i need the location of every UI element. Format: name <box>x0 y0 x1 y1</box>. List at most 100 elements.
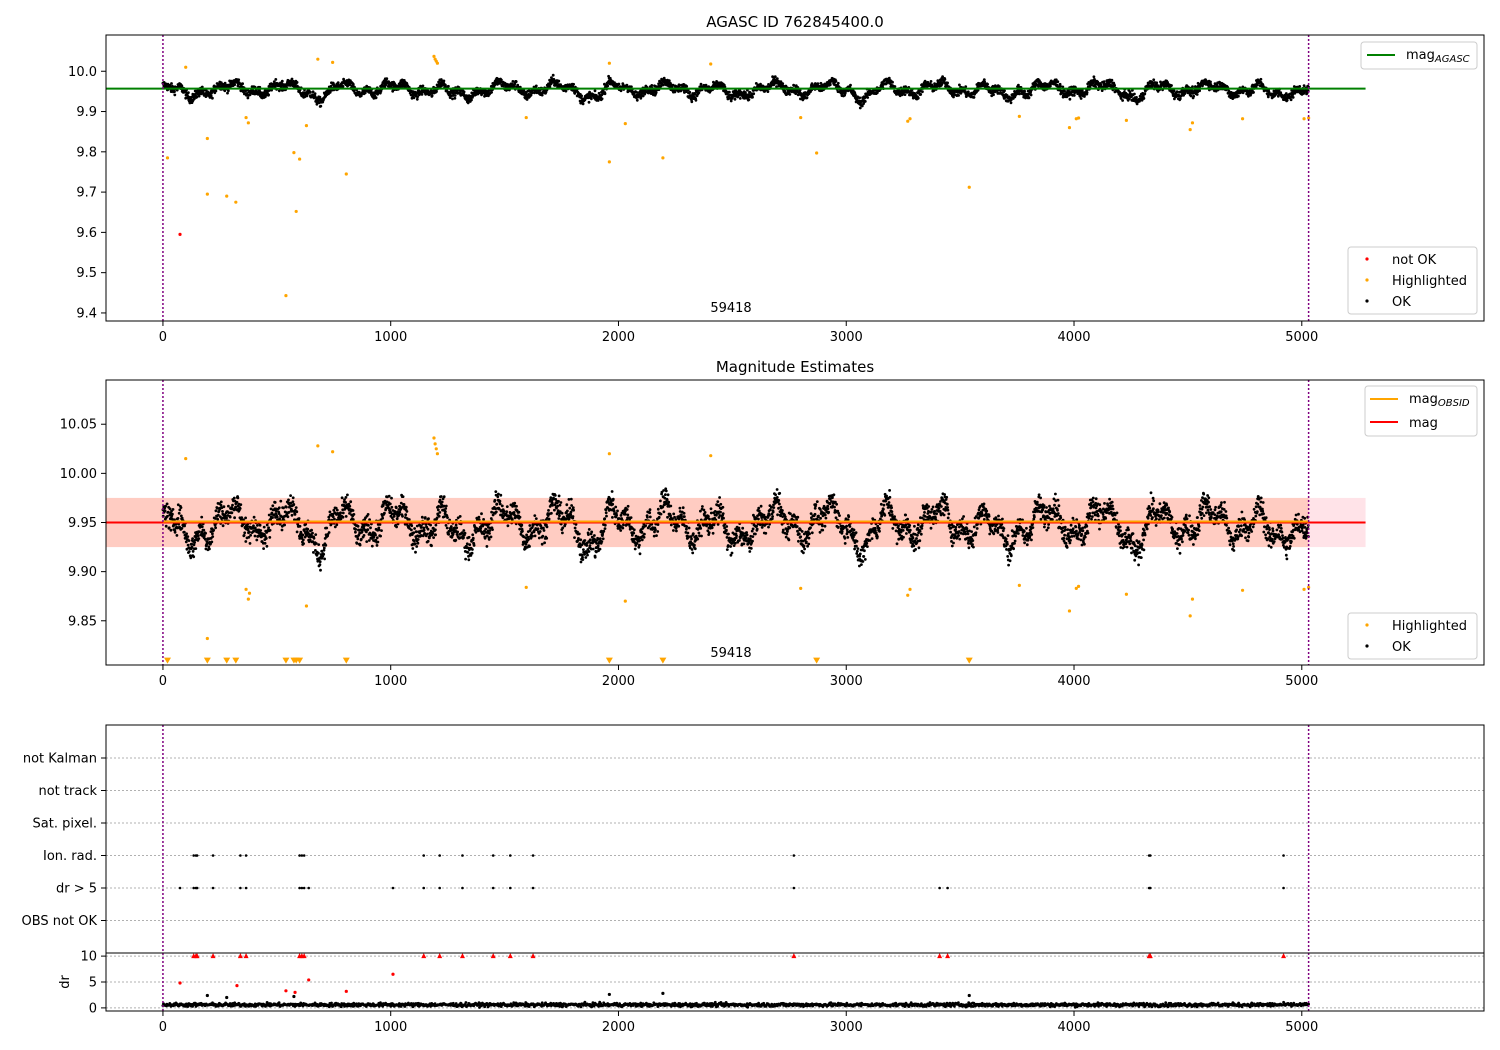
ok-point <box>365 540 369 543</box>
ok-point <box>295 81 299 84</box>
ok-point <box>404 513 408 517</box>
ok-point <box>341 511 345 515</box>
ok-point <box>391 89 395 93</box>
ok-point <box>462 536 465 540</box>
ok-point <box>1110 78 1114 82</box>
ok-point <box>766 90 770 93</box>
ok-point <box>453 94 457 97</box>
ok-point <box>387 494 391 498</box>
ok-point <box>444 504 448 508</box>
ok-point <box>1085 91 1089 94</box>
ok-point <box>292 503 296 506</box>
ok-point <box>1266 95 1270 99</box>
highlighted-point <box>1190 121 1195 125</box>
ok-point <box>444 524 448 527</box>
ok-point <box>463 531 467 535</box>
ok-point <box>264 537 268 540</box>
highlighted-point <box>244 115 248 120</box>
ok-point <box>256 524 259 527</box>
ok-point <box>1102 80 1106 84</box>
ok-point <box>249 533 253 537</box>
ok-point <box>465 542 469 546</box>
ok-point <box>179 506 183 509</box>
ok-point <box>465 94 469 98</box>
ok-point <box>858 106 862 110</box>
ok-point <box>267 93 270 97</box>
highlighted-point <box>331 60 335 64</box>
ok-point <box>690 100 694 104</box>
ok-point <box>986 82 989 86</box>
x-tick-label: 1000 <box>374 330 407 345</box>
ok-point <box>236 84 240 88</box>
ok-point <box>176 517 180 520</box>
ok-point <box>466 551 470 554</box>
ok-point <box>277 506 281 510</box>
ok-point <box>283 523 286 527</box>
ok-point <box>401 495 405 498</box>
ok-point <box>325 526 329 530</box>
ok-point <box>442 495 446 499</box>
x-tick-label: 5000 <box>1285 330 1318 345</box>
ok-point <box>355 542 359 545</box>
ok-point <box>271 504 275 508</box>
ok-point <box>367 539 371 542</box>
ok-point <box>434 528 437 532</box>
ok-point <box>572 82 575 86</box>
ok-point <box>426 527 430 531</box>
ok-point <box>339 511 342 515</box>
ok-point <box>223 89 227 93</box>
highlighted-point <box>246 121 250 125</box>
ok-point <box>264 95 267 98</box>
ok-point <box>863 100 867 103</box>
ok-point <box>388 508 392 511</box>
ok-point <box>946 81 949 85</box>
ok-point <box>363 91 367 95</box>
ok-point <box>405 510 409 513</box>
ok-point <box>277 89 281 93</box>
ok-point <box>816 82 820 85</box>
ok-point <box>729 99 733 103</box>
ok-point <box>190 542 194 546</box>
ok-point <box>957 94 960 97</box>
ok-point <box>1056 80 1060 84</box>
ok-point <box>420 524 423 528</box>
highlighted-point <box>623 122 627 126</box>
ok-point <box>236 496 240 500</box>
legend-mag-agasc-sub: AGASC <box>1434 54 1470 65</box>
ok-point <box>344 515 348 518</box>
ok-point <box>366 513 370 516</box>
y-tick-label: 9.5 <box>76 266 97 281</box>
ok-point <box>587 100 591 104</box>
ok-point <box>295 530 299 534</box>
ok-point <box>259 529 263 532</box>
ok-point <box>390 505 394 509</box>
ok-point <box>423 532 427 535</box>
ok-point <box>903 93 907 96</box>
ok-point <box>1059 84 1062 88</box>
ok-point <box>834 79 838 83</box>
ok-point <box>836 81 840 85</box>
ok-point <box>445 526 449 530</box>
highlighted-point <box>165 156 170 160</box>
ok-point <box>439 495 443 498</box>
ok-point <box>788 93 792 96</box>
ok-point <box>444 83 447 87</box>
ok-point <box>265 544 269 548</box>
highlighted-point <box>1188 128 1192 132</box>
ok-point <box>1302 84 1306 87</box>
ok-point <box>1113 84 1116 87</box>
ok-point <box>593 89 597 93</box>
ok-point <box>246 96 250 100</box>
ok-point <box>697 91 701 94</box>
ok-point <box>262 525 266 529</box>
ok-point <box>311 531 314 535</box>
ok-point <box>635 98 639 102</box>
ok-point <box>175 534 179 537</box>
highlighted-point <box>344 172 348 176</box>
ok-point <box>228 515 232 519</box>
ok-point <box>309 90 312 94</box>
ok-point <box>164 524 168 528</box>
ok-point <box>421 84 425 88</box>
ok-point <box>317 101 321 105</box>
ok-point <box>314 533 318 536</box>
